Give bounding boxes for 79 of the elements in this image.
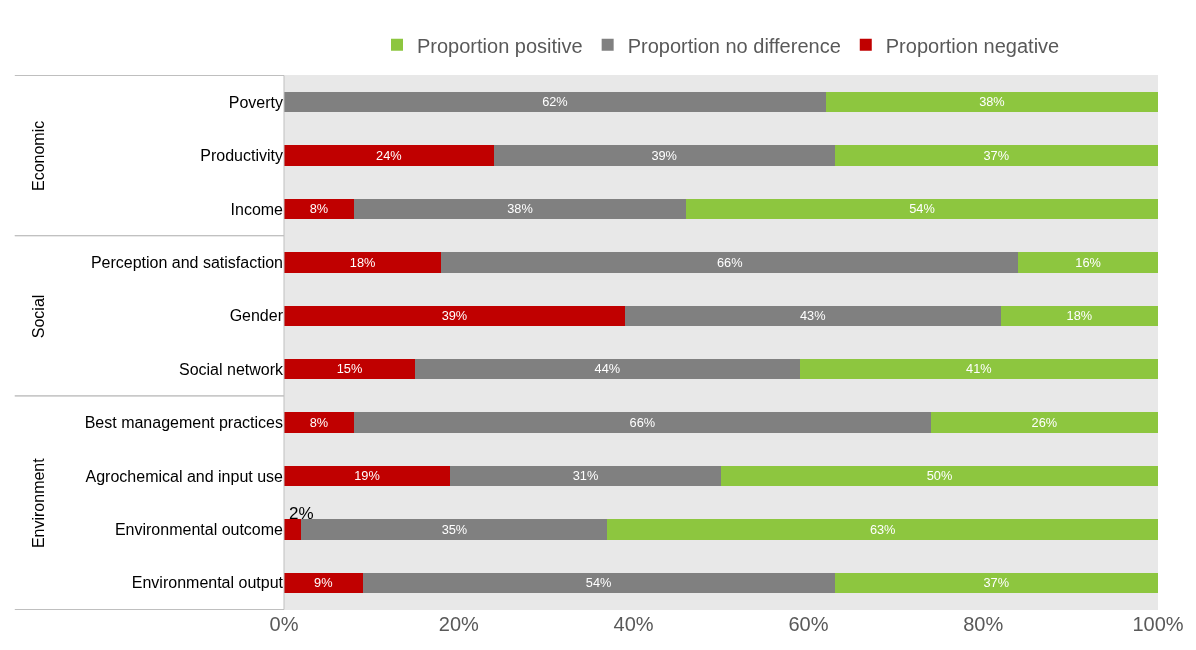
text: Environment <box>29 457 47 549</box>
data-label: 19% <box>354 468 380 484</box>
x-tick-label: 80% <box>963 613 1004 635</box>
y-tick-label: Productivity <box>200 147 283 165</box>
bar <box>284 572 363 593</box>
annotation: 2% <box>289 504 314 523</box>
y-tick-label: Gender <box>229 307 284 325</box>
bar <box>284 252 442 273</box>
data-label: 8% <box>309 414 329 430</box>
bar <box>353 412 931 433</box>
data-label: 15% <box>336 361 363 377</box>
bar <box>721 465 1158 487</box>
bar <box>686 198 1158 220</box>
bar <box>607 519 1158 540</box>
legend-label: Proportion negative <box>885 34 1060 57</box>
x-tick-label: 0% <box>269 613 299 635</box>
bar <box>353 198 687 220</box>
x-tick-label: 40% <box>613 613 654 635</box>
data-label: 37% <box>983 574 1010 590</box>
bar <box>450 465 721 487</box>
data-label: 41% <box>966 361 992 377</box>
bar <box>493 145 835 166</box>
data-label: 50% <box>926 468 953 484</box>
bar <box>825 92 1158 113</box>
x-tick-label: 20% <box>438 613 480 635</box>
bar <box>441 252 1019 273</box>
x-tick-label: 100% <box>1132 613 1184 635</box>
data-label: 26% <box>1031 414 1058 430</box>
data-label: 66% <box>716 254 743 270</box>
data-label: 54% <box>585 574 612 590</box>
y-tick-label: Best management practices <box>84 414 283 432</box>
y-tick-label: Social network <box>178 360 284 378</box>
bar <box>301 519 608 540</box>
bar <box>284 519 302 540</box>
data-label: 39% <box>441 307 468 323</box>
bar <box>284 412 354 433</box>
y-tick-label: Environmental outcome <box>114 521 284 538</box>
data-label: 18% <box>1066 307 1093 323</box>
bar <box>284 145 494 166</box>
legend-label: Proportion no difference <box>627 34 841 57</box>
data-label: 63% <box>869 521 896 537</box>
data-label: 9% <box>314 574 333 590</box>
data-label: 38% <box>507 201 533 217</box>
bar <box>284 92 826 113</box>
bar <box>284 305 625 326</box>
y-tick-label: Agrochemical and input use <box>85 467 284 485</box>
text: Social <box>29 294 47 339</box>
text: Economic <box>29 120 47 192</box>
bar <box>284 359 416 380</box>
bar <box>415 359 800 380</box>
data-label: 18% <box>349 254 376 270</box>
y-tick-label: Income <box>230 200 284 218</box>
y-tick-label: Poverty <box>228 93 283 111</box>
data-label: 24% <box>376 147 402 163</box>
data-label: 43% <box>799 307 826 323</box>
bar <box>799 359 1158 380</box>
bar <box>362 572 835 593</box>
legend-label: Proportion positive <box>417 34 583 57</box>
data-label: 39% <box>651 147 677 163</box>
data-label: 35% <box>441 521 468 537</box>
data-label: 38% <box>979 94 1005 110</box>
y-tick-label: Environmental output <box>131 574 284 592</box>
bar <box>834 572 1158 593</box>
data-label: 44% <box>594 361 621 377</box>
bar <box>1018 252 1158 273</box>
data-label: 54% <box>909 201 935 217</box>
y-tick-label: Perception and satisfaction <box>90 254 283 271</box>
bar <box>834 145 1158 166</box>
data-label: 37% <box>983 147 1010 163</box>
data-label: 66% <box>629 414 656 430</box>
bar <box>284 465 451 487</box>
data-label: 16% <box>1075 254 1101 270</box>
data-label: 8% <box>309 201 329 217</box>
bar <box>624 305 1001 326</box>
data-label: 62% <box>542 94 568 110</box>
bar <box>930 412 1158 433</box>
x-tick-label: 60% <box>788 613 829 635</box>
bar <box>1000 305 1158 326</box>
data-label: 31% <box>572 468 599 484</box>
